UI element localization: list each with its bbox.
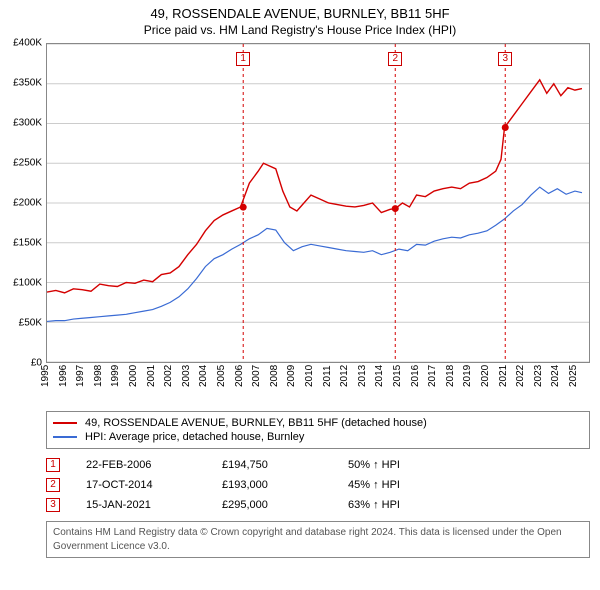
x-tick-label: 2006 <box>234 365 245 387</box>
x-tick-label: 2009 <box>286 365 297 387</box>
legend-label-property: 49, ROSSENDALE AVENUE, BURNLEY, BB11 5HF… <box>85 417 427 429</box>
sale-row: 1 22-FEB-2006 £194,750 50% ↑ HPI <box>46 455 590 475</box>
y-tick-label: £50K <box>19 318 42 329</box>
x-tick-label: 2003 <box>181 365 192 387</box>
x-tick-label: 1998 <box>93 365 104 387</box>
legend-box: 49, ROSSENDALE AVENUE, BURNLEY, BB11 5HF… <box>46 411 590 449</box>
chart-container: 49, ROSSENDALE AVENUE, BURNLEY, BB11 5HF… <box>0 0 600 558</box>
x-tick-label: 2001 <box>146 365 157 387</box>
legend-swatch-hpi <box>53 436 77 438</box>
sales-table: 1 22-FEB-2006 £194,750 50% ↑ HPI 2 17-OCT-201… <box>46 455 590 515</box>
x-tick-label: 2025 <box>568 365 579 387</box>
legend-item-property: 49, ROSSENDALE AVENUE, BURNLEY, BB11 5HF… <box>53 416 583 430</box>
x-tick-label: 2004 <box>198 365 209 387</box>
chart-subtitle: Price paid vs. HM Land Registry's House … <box>0 21 600 43</box>
x-tick-label: 1997 <box>75 365 86 387</box>
x-tick-label: 2012 <box>339 365 350 387</box>
x-tick-label: 2002 <box>163 365 174 387</box>
x-tick-label: 1996 <box>58 365 69 387</box>
x-tick-label: 2000 <box>128 365 139 387</box>
x-tick-label: 2013 <box>357 365 368 387</box>
sale-row: 3 15-JAN-2021 £295,000 63% ↑ HPI <box>46 495 590 515</box>
x-tick-label: 2014 <box>374 365 385 387</box>
x-tick-label: 2017 <box>427 365 438 387</box>
x-tick-label: 2018 <box>445 365 456 387</box>
sale-marker-label: 1 <box>236 52 250 66</box>
x-tick-label: 2023 <box>533 365 544 387</box>
y-tick-label: £200K <box>13 198 42 209</box>
sale-marker-label: 2 <box>388 52 402 66</box>
sale-row-date: 17-OCT-2014 <box>86 479 196 491</box>
x-tick-label: 2010 <box>304 365 315 387</box>
legend-item-hpi: HPI: Average price, detached house, Burn… <box>53 430 583 444</box>
sale-row-price: £295,000 <box>222 499 322 511</box>
chart-title: 49, ROSSENDALE AVENUE, BURNLEY, BB11 5HF <box>0 0 600 21</box>
y-tick-label: £350K <box>13 78 42 89</box>
sale-row-marker: 2 <box>46 478 60 492</box>
x-tick-label: 2007 <box>251 365 262 387</box>
sale-row-rel: 45% ↑ HPI <box>348 479 448 491</box>
sale-row-rel: 63% ↑ HPI <box>348 499 448 511</box>
sale-marker-label: 3 <box>498 52 512 66</box>
attribution-box: Contains HM Land Registry data © Crown c… <box>46 521 590 558</box>
sale-row-price: £193,000 <box>222 479 322 491</box>
y-tick-label: £150K <box>13 238 42 249</box>
sale-row-date: 22-FEB-2006 <box>86 459 196 471</box>
x-tick-label: 2020 <box>480 365 491 387</box>
x-tick-label: 2021 <box>498 365 509 387</box>
sale-row-date: 15-JAN-2021 <box>86 499 196 511</box>
sale-row-marker: 1 <box>46 458 60 472</box>
sale-row-marker: 3 <box>46 498 60 512</box>
sale-row-price: £194,750 <box>222 459 322 471</box>
x-tick-label: 2015 <box>392 365 403 387</box>
x-tick-label: 2005 <box>216 365 227 387</box>
y-tick-label: £250K <box>13 158 42 169</box>
x-tick-label: 2019 <box>462 365 473 387</box>
chart-svg <box>47 44 589 362</box>
legend-swatch-property <box>53 422 77 424</box>
x-axis-labels: 1995199619971998199920002001200220032004… <box>46 363 590 403</box>
sale-row: 2 17-OCT-2014 £193,000 45% ↑ HPI <box>46 475 590 495</box>
x-tick-label: 2024 <box>550 365 561 387</box>
sale-row-rel: 50% ↑ HPI <box>348 459 448 471</box>
x-tick-label: 1999 <box>110 365 121 387</box>
plot-area: 1 2 3 <box>46 43 590 363</box>
x-tick-label: 2011 <box>322 365 333 387</box>
legend-label-hpi: HPI: Average price, detached house, Burn… <box>85 431 304 443</box>
x-tick-label: 2022 <box>515 365 526 387</box>
x-tick-label: 1995 <box>40 365 51 387</box>
y-axis-labels: £0£50K£100K£150K£200K£250K£300K£350K£400… <box>0 43 44 363</box>
y-tick-label: £300K <box>13 118 42 129</box>
y-tick-label: £100K <box>13 278 42 289</box>
x-tick-label: 2008 <box>269 365 280 387</box>
x-tick-label: 2016 <box>410 365 421 387</box>
